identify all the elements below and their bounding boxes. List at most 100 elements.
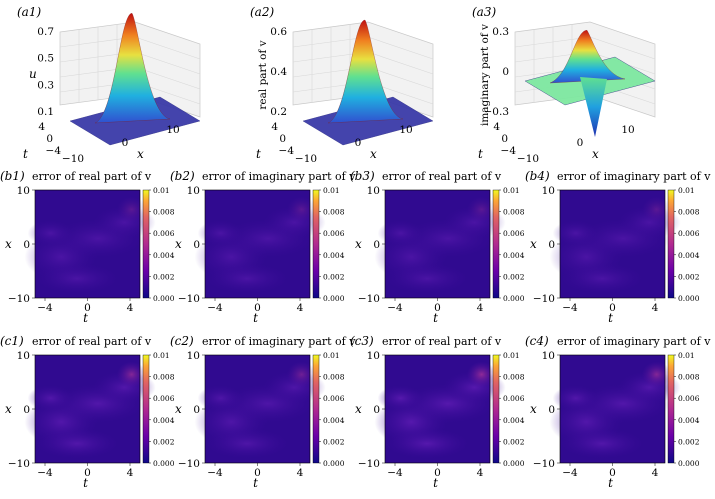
y-axis-label: x: [5, 402, 12, 416]
z-tick-label: −0.3: [484, 106, 510, 118]
y-tick-label: 10: [542, 350, 555, 362]
z-tick-label: 0.2: [270, 106, 287, 118]
x-tick-label: 10: [621, 124, 634, 136]
error-panel-8: (c4) error of imaginary part of v 0.01 0.00…: [525, 334, 711, 490]
y-axis-label: t: [478, 147, 483, 161]
panel-title: error of imaginary part of v: [202, 170, 356, 183]
x-tick-label: 4: [477, 302, 484, 314]
colorbar-tick-label: 0.004: [323, 251, 345, 260]
x-tick-label: −4: [387, 467, 403, 479]
colorbar-tick-label: 0.008: [323, 208, 345, 217]
error-region: [35, 428, 119, 459]
error-panel-1: (b1) error of real part of v0.01 0.008 0.00…: [0, 169, 175, 325]
z-tick-label: 0.3: [492, 26, 509, 38]
grid-line: [134, 66, 201, 90]
colorbar-tick-label: 0.000: [323, 459, 345, 468]
panel-label: (a2): [250, 5, 274, 19]
x-tick-label: 0: [577, 137, 584, 149]
y-tick-label: 10: [17, 185, 30, 197]
colorbar-tick-label: 0.01: [323, 351, 340, 360]
y-tick-label: 10: [17, 350, 30, 362]
grid-line: [292, 36, 369, 48]
error-hotspot: [286, 196, 317, 223]
colorbar-tick-label: 0.002: [153, 272, 175, 281]
z-tick-label: 0.1: [37, 106, 54, 118]
colorbar-tick-label: 0.01: [503, 351, 520, 360]
colorbar-tick-label: 0.008: [503, 208, 525, 217]
y-tick-label: 0: [548, 239, 555, 251]
panel-label: (c3): [350, 334, 374, 348]
colorbar-tick-label: 0.006: [323, 394, 345, 403]
y-tick-label: −10: [358, 293, 380, 305]
x-tick-label: 0: [84, 467, 91, 479]
colorbar-tick-label: 0.002: [678, 437, 700, 446]
y-tick-label: −10: [8, 293, 30, 305]
error-region: [552, 385, 599, 412]
colorbar-tick-label: 0.002: [323, 437, 345, 446]
x-axis-label: t: [433, 476, 438, 490]
colorbar: [667, 354, 675, 464]
error-region: [385, 263, 469, 294]
colorbar-tick-label: 0.006: [503, 394, 525, 403]
colorbar-tick-label: 0.006: [503, 229, 525, 238]
x-tick-label: −4: [387, 302, 403, 314]
error-panel-5: (c1) error of real part of v0.01 0.008 0.00…: [0, 334, 175, 490]
panel-label: (b2): [170, 169, 195, 183]
colorbar-tick-label: 0.008: [503, 373, 525, 382]
y-tick-label: 0: [501, 133, 508, 145]
colorbar-tick-label: 0.000: [678, 459, 700, 468]
colorbar-tick-label: 0.002: [503, 272, 525, 281]
y-axis-label: x: [175, 237, 182, 251]
x-tick-label: 4: [297, 467, 304, 479]
y-tick-label: −10: [178, 458, 200, 470]
error-hotspot: [641, 361, 672, 388]
error-region: [35, 263, 119, 294]
colorbar-tick-label: 0.006: [323, 229, 345, 238]
colorbar: [142, 354, 150, 464]
colorbar-tick-label: 0.004: [503, 251, 525, 260]
error-region: [205, 263, 289, 294]
colorbar-tick-label: 0.004: [678, 251, 700, 260]
colorbar-tick-label: 0.01: [153, 351, 170, 360]
colorbar-tick-label: 0.006: [153, 394, 175, 403]
panel-label: (a3): [472, 5, 496, 19]
y-tick-label: 10: [187, 350, 200, 362]
error-region: [552, 220, 599, 247]
y-tick-label: 10: [187, 185, 200, 197]
y-tick-label: 0: [373, 404, 380, 416]
x-tick-label: −4: [562, 302, 578, 314]
y-tick-label: 4: [38, 121, 45, 133]
x-axis-label: t: [253, 476, 258, 490]
y-tick-label: 4: [271, 121, 278, 133]
colorbar-tick-label: 0.002: [153, 437, 175, 446]
y-axis-label: x: [355, 402, 362, 416]
panel-title: error of imaginary part of v: [557, 335, 711, 348]
y-tick-label: 4: [493, 121, 500, 133]
x-axis-label: t: [83, 311, 88, 325]
colorbar-tick-label: 0.002: [678, 272, 700, 281]
x-tick-label: 0: [254, 467, 261, 479]
colorbar-tick-label: 0.004: [153, 416, 175, 425]
grid-line: [134, 36, 201, 60]
x-tick-label: 0: [434, 467, 441, 479]
error-region: [197, 220, 244, 247]
y-tick-label: 0: [23, 404, 30, 416]
negative-trough: [580, 77, 607, 137]
y-axis-label: t: [256, 147, 261, 161]
y-tick-label: 0: [193, 404, 200, 416]
colorbar-tick-label: 0.01: [503, 186, 520, 195]
y-tick-label: 0: [193, 239, 200, 251]
soliton-ridge: [327, 19, 404, 124]
x-tick-label: 4: [297, 302, 304, 314]
x-axis-label: x: [137, 147, 144, 161]
panel-label: (a1): [17, 5, 41, 19]
y-tick-label: −4: [501, 145, 517, 157]
colorbar-tick-label: 0.01: [153, 186, 170, 195]
colorbar-tick-label: 0.004: [323, 416, 345, 425]
panel-label: (c1): [0, 334, 24, 348]
error-hotspot: [116, 361, 147, 388]
error-panel-4: (b4) error of imaginary part of v 0.01 0.00…: [525, 169, 711, 325]
y-tick-label: −10: [358, 458, 380, 470]
